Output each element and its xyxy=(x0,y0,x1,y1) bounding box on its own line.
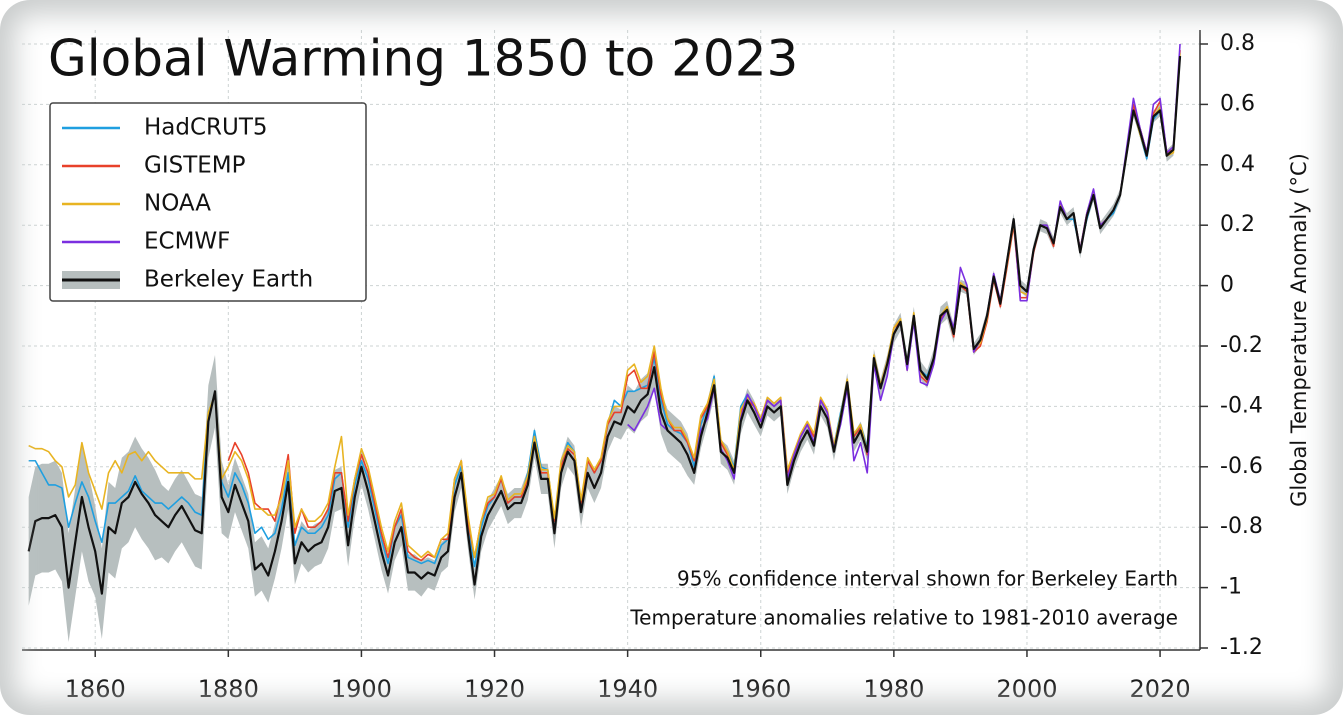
y-tick-label: 0 xyxy=(1220,273,1234,298)
legend-label: NOAA xyxy=(144,191,211,217)
legend-label: Berkeley Earth xyxy=(144,267,313,293)
y-tick-label: -0.2 xyxy=(1220,333,1263,358)
y-tick-label: 0.6 xyxy=(1220,91,1255,116)
x-tick-label: 1960 xyxy=(730,675,791,703)
legend xyxy=(49,102,367,302)
x-tick-label: 2000 xyxy=(996,675,1057,703)
series-line xyxy=(27,56,1182,595)
series-line xyxy=(227,49,1181,562)
y-tick-label: -1 xyxy=(1220,575,1242,600)
x-tick-label: 1860 xyxy=(65,675,126,703)
x-tick-label: 1920 xyxy=(464,675,525,703)
x-tick-label: 1900 xyxy=(331,675,392,703)
x-tick-label: 1980 xyxy=(863,675,924,703)
legend-label: GISTEMP xyxy=(144,153,246,179)
y-tick-label: 0.8 xyxy=(1220,31,1255,56)
legend-label: ECMWF xyxy=(144,229,230,255)
y-tick-label: -0.8 xyxy=(1220,514,1263,539)
y-tick-label: -0.4 xyxy=(1220,393,1263,418)
series-line xyxy=(627,43,1181,480)
x-tick-label: 1880 xyxy=(198,675,259,703)
x-tick-label: 2020 xyxy=(1130,675,1191,703)
y-tick-label: -1.2 xyxy=(1220,635,1263,660)
chart-title: Global Warming 1850 to 2023 xyxy=(48,30,798,88)
annotation: 95% confidence interval shown for Berkel… xyxy=(677,567,1178,591)
x-tick-label: 1940 xyxy=(597,675,658,703)
y-axis-title: Global Temperature Anomaly (°C) xyxy=(1287,153,1311,507)
legend-label: HadCRUT5 xyxy=(144,115,268,141)
y-tick-label: 0.4 xyxy=(1220,152,1255,177)
annotation: Temperature anomalies relative to 1981-2… xyxy=(629,606,1178,630)
y-tick-label: -0.6 xyxy=(1220,454,1263,479)
y-tick-label: 0.2 xyxy=(1220,212,1255,237)
